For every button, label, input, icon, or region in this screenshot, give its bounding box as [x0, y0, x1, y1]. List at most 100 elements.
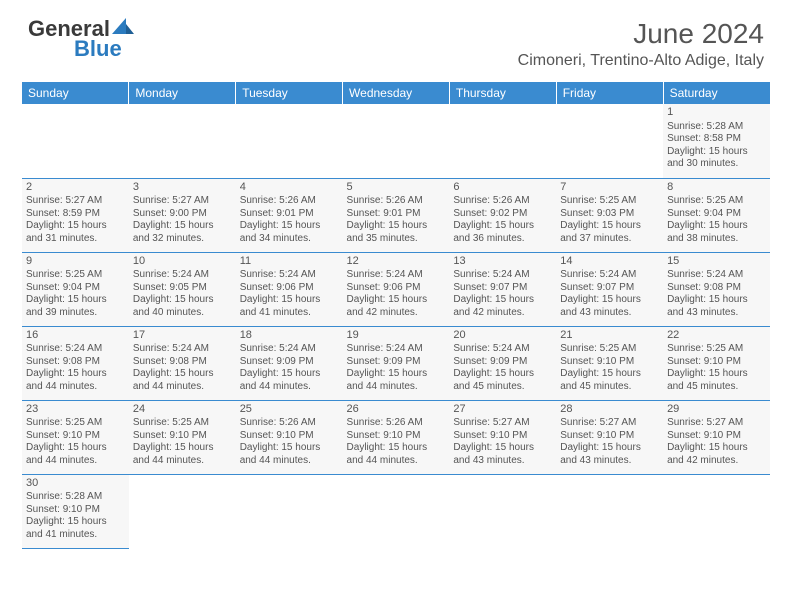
day-cell: 30Sunrise: 5:28 AMSunset: 9:10 PMDayligh… [22, 474, 129, 548]
sunset-text: Sunset: 9:09 PM [240, 356, 339, 369]
calendar-row: 30Sunrise: 5:28 AMSunset: 9:10 PMDayligh… [22, 474, 770, 548]
d2-text: and 41 minutes. [26, 529, 125, 542]
sunset-text: Sunset: 9:10 PM [560, 430, 659, 443]
day-number: 21 [560, 329, 659, 343]
day-cell: 3Sunrise: 5:27 AMSunset: 9:00 PMDaylight… [129, 178, 236, 252]
sunrise-text: Sunrise: 5:24 AM [347, 269, 446, 282]
d2-text: and 44 minutes. [240, 455, 339, 468]
weekday-header: Thursday [449, 82, 556, 104]
empty-cell [556, 104, 663, 178]
day-number: 29 [667, 403, 766, 417]
calendar-row: 23Sunrise: 5:25 AMSunset: 9:10 PMDayligh… [22, 400, 770, 474]
sunset-text: Sunset: 9:02 PM [453, 208, 552, 221]
sunset-text: Sunset: 9:09 PM [347, 356, 446, 369]
sunrise-text: Sunrise: 5:28 AM [26, 491, 125, 504]
d1-text: Daylight: 15 hours [560, 294, 659, 307]
d2-text: and 31 minutes. [26, 233, 125, 246]
day-cell: 19Sunrise: 5:24 AMSunset: 9:09 PMDayligh… [343, 326, 450, 400]
day-cell: 26Sunrise: 5:26 AMSunset: 9:10 PMDayligh… [343, 400, 450, 474]
d2-text: and 44 minutes. [133, 381, 232, 394]
sunset-text: Sunset: 9:05 PM [133, 282, 232, 295]
sunset-text: Sunset: 9:10 PM [453, 430, 552, 443]
day-number: 6 [453, 181, 552, 195]
d2-text: and 30 minutes. [667, 158, 766, 171]
sunset-text: Sunset: 9:07 PM [560, 282, 659, 295]
d2-text: and 44 minutes. [26, 455, 125, 468]
sunset-text: Sunset: 9:03 PM [560, 208, 659, 221]
day-cell: 2Sunrise: 5:27 AMSunset: 8:59 PMDaylight… [22, 178, 129, 252]
empty-cell [129, 104, 236, 178]
day-number: 20 [453, 329, 552, 343]
day-number: 2 [26, 181, 125, 195]
d2-text: and 42 minutes. [667, 455, 766, 468]
empty-cell [556, 474, 663, 548]
empty-cell [449, 474, 556, 548]
calendar-row: 2Sunrise: 5:27 AMSunset: 8:59 PMDaylight… [22, 178, 770, 252]
d2-text: and 35 minutes. [347, 233, 446, 246]
d1-text: Daylight: 15 hours [560, 368, 659, 381]
d2-text: and 43 minutes. [667, 307, 766, 320]
day-number: 18 [240, 329, 339, 343]
sunset-text: Sunset: 9:06 PM [347, 282, 446, 295]
sunrise-text: Sunrise: 5:28 AM [667, 121, 766, 134]
sunrise-text: Sunrise: 5:25 AM [667, 343, 766, 356]
day-number: 26 [347, 403, 446, 417]
day-number: 11 [240, 255, 339, 269]
d2-text: and 44 minutes. [347, 455, 446, 468]
sunset-text: Sunset: 9:01 PM [347, 208, 446, 221]
empty-cell [449, 104, 556, 178]
d2-text: and 44 minutes. [347, 381, 446, 394]
sunset-text: Sunset: 9:10 PM [560, 356, 659, 369]
logo-text: General Blue [28, 18, 134, 59]
sunset-text: Sunset: 9:09 PM [453, 356, 552, 369]
d2-text: and 45 minutes. [453, 381, 552, 394]
day-cell: 23Sunrise: 5:25 AMSunset: 9:10 PMDayligh… [22, 400, 129, 474]
day-cell: 25Sunrise: 5:26 AMSunset: 9:10 PMDayligh… [236, 400, 343, 474]
sunset-text: Sunset: 9:06 PM [240, 282, 339, 295]
day-number: 5 [347, 181, 446, 195]
d1-text: Daylight: 15 hours [26, 442, 125, 455]
d2-text: and 41 minutes. [240, 307, 339, 320]
d2-text: and 40 minutes. [133, 307, 232, 320]
sunset-text: Sunset: 9:04 PM [667, 208, 766, 221]
d1-text: Daylight: 15 hours [133, 294, 232, 307]
d2-text: and 42 minutes. [347, 307, 446, 320]
sunrise-text: Sunrise: 5:24 AM [560, 269, 659, 282]
weekday-header: Saturday [663, 82, 770, 104]
weekday-header: Friday [556, 82, 663, 104]
d2-text: and 44 minutes. [133, 455, 232, 468]
d1-text: Daylight: 15 hours [347, 220, 446, 233]
d1-text: Daylight: 15 hours [453, 442, 552, 455]
day-cell: 22Sunrise: 5:25 AMSunset: 9:10 PMDayligh… [663, 326, 770, 400]
d1-text: Daylight: 15 hours [240, 442, 339, 455]
sunrise-text: Sunrise: 5:25 AM [26, 417, 125, 430]
empty-cell [343, 104, 450, 178]
sunset-text: Sunset: 9:10 PM [240, 430, 339, 443]
d1-text: Daylight: 15 hours [667, 442, 766, 455]
day-number: 9 [26, 255, 125, 269]
sunrise-text: Sunrise: 5:24 AM [667, 269, 766, 282]
d2-text: and 34 minutes. [240, 233, 339, 246]
page-header: General Blue June 2024 Cimoneri, Trentin… [0, 0, 792, 78]
day-number: 16 [26, 329, 125, 343]
day-number: 27 [453, 403, 552, 417]
d2-text: and 44 minutes. [240, 381, 339, 394]
d1-text: Daylight: 15 hours [560, 220, 659, 233]
d1-text: Daylight: 15 hours [667, 368, 766, 381]
d1-text: Daylight: 15 hours [26, 516, 125, 529]
title-block: June 2024 Cimoneri, Trentino-Alto Adige,… [518, 18, 764, 70]
d2-text: and 45 minutes. [560, 381, 659, 394]
empty-cell [129, 474, 236, 548]
sunset-text: Sunset: 8:58 PM [667, 133, 766, 146]
day-number: 24 [133, 403, 232, 417]
sunrise-text: Sunrise: 5:26 AM [453, 195, 552, 208]
day-cell: 18Sunrise: 5:24 AMSunset: 9:09 PMDayligh… [236, 326, 343, 400]
sunrise-text: Sunrise: 5:24 AM [453, 343, 552, 356]
d1-text: Daylight: 15 hours [453, 368, 552, 381]
d2-text: and 39 minutes. [26, 307, 125, 320]
sunrise-text: Sunrise: 5:24 AM [26, 343, 125, 356]
d2-text: and 43 minutes. [560, 455, 659, 468]
d1-text: Daylight: 15 hours [133, 220, 232, 233]
day-number: 12 [347, 255, 446, 269]
d1-text: Daylight: 15 hours [240, 294, 339, 307]
